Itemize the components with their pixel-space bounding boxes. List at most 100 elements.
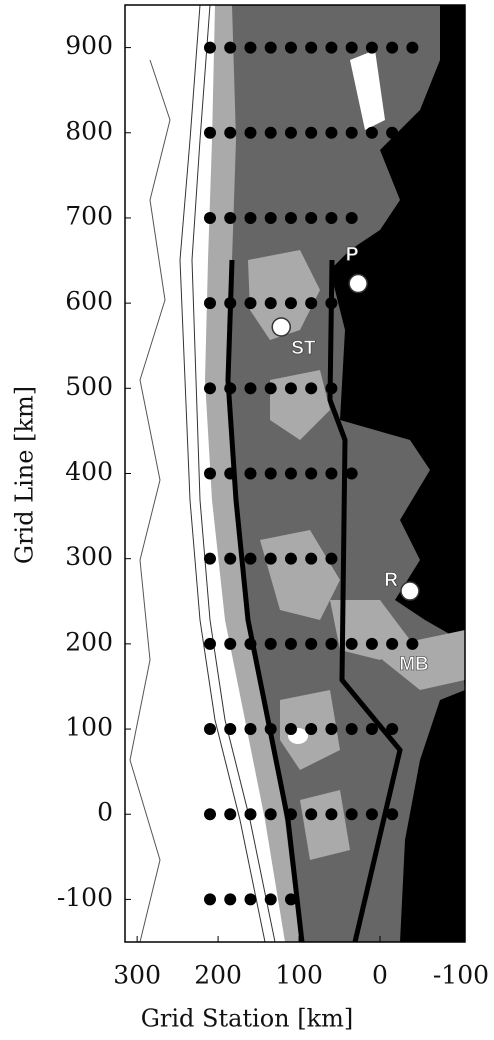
station-dot — [284, 126, 297, 139]
station-dot — [204, 382, 216, 395]
station-dot — [284, 297, 297, 310]
station-dot — [345, 297, 358, 310]
station-dot — [345, 382, 358, 395]
station-dot — [284, 723, 297, 736]
station-dot — [386, 637, 399, 650]
station-dot — [204, 126, 216, 139]
station-dot — [325, 467, 338, 480]
station-dot — [325, 637, 338, 650]
station-dot — [365, 126, 378, 139]
station-dot — [284, 893, 297, 906]
y-tick-label: 100 — [65, 713, 113, 742]
station-dot — [325, 723, 338, 736]
station-dot — [204, 41, 216, 54]
station-dot — [244, 382, 257, 395]
station-dot — [325, 382, 338, 395]
station-dot — [204, 723, 216, 736]
station-dot — [284, 211, 297, 224]
station-dot — [305, 126, 318, 139]
station-dot — [224, 211, 237, 224]
station-dot — [305, 41, 318, 54]
station-dot — [305, 211, 318, 224]
station-dot — [224, 893, 237, 906]
station-dot — [365, 723, 378, 736]
station-dot — [244, 297, 257, 310]
x-tick-label: 200 — [194, 961, 242, 990]
station-dot — [264, 297, 277, 310]
station-dot — [204, 893, 216, 906]
station-dot — [325, 552, 338, 565]
x-tick-label: 0 — [372, 961, 388, 990]
site-marker — [400, 581, 420, 601]
station-dot — [264, 808, 277, 821]
station-dot — [345, 723, 358, 736]
station-dot — [224, 808, 237, 821]
x-tick-label: -100 — [433, 961, 489, 990]
station-dot — [305, 723, 318, 736]
station-dot — [345, 637, 358, 650]
station-dot — [264, 41, 277, 54]
y-tick-label: 500 — [65, 372, 113, 401]
y-tick-label: 700 — [65, 201, 113, 230]
station-dot — [284, 382, 297, 395]
station-dot — [264, 467, 277, 480]
station-dot — [264, 893, 277, 906]
station-dot — [204, 637, 216, 650]
station-dot — [305, 637, 318, 650]
station-dot — [244, 637, 257, 650]
y-tick-label: 800 — [65, 116, 113, 145]
x-tick-label: 300 — [113, 961, 161, 990]
station-dot — [244, 41, 257, 54]
station-dot — [204, 211, 216, 224]
station-dot — [224, 41, 237, 54]
station-dot — [305, 552, 318, 565]
station-dot — [264, 723, 277, 736]
station-dot — [204, 467, 216, 480]
station-dot — [325, 126, 338, 139]
station-dot — [224, 297, 237, 310]
station-dot — [345, 41, 358, 54]
station-dot — [244, 893, 257, 906]
station-dot — [284, 467, 297, 480]
station-dot — [325, 297, 338, 310]
y-tick-label: -100 — [57, 883, 113, 912]
station-dot — [305, 467, 318, 480]
y-axis-title: Grid Line [km] — [11, 386, 39, 564]
annotation: MB — [399, 654, 429, 675]
site-marker — [348, 273, 368, 294]
station-dot — [386, 126, 399, 139]
station-dot — [244, 126, 257, 139]
y-tick-label: 600 — [65, 287, 113, 316]
station-dot — [224, 382, 237, 395]
station-dot — [345, 211, 358, 224]
x-axis-title: Grid Station [km] — [141, 1005, 354, 1033]
site-label: P — [346, 245, 359, 266]
station-dot — [365, 808, 378, 821]
station-dot — [325, 41, 338, 54]
station-dot — [204, 808, 216, 821]
station-dot — [204, 552, 216, 565]
station-dot — [345, 808, 358, 821]
station-dot — [244, 808, 257, 821]
station-dot — [264, 211, 277, 224]
site-label: R — [384, 570, 398, 591]
y-tick-label: 900 — [65, 31, 113, 60]
station-dot — [284, 637, 297, 650]
y-tick-label: 0 — [97, 798, 113, 827]
station-dot — [305, 297, 318, 310]
station-dot — [406, 41, 419, 54]
station-dot — [264, 382, 277, 395]
station-dot — [224, 126, 237, 139]
station-dot — [224, 723, 237, 736]
station-dot — [244, 211, 257, 224]
station-dot — [244, 723, 257, 736]
y-tick-label: 300 — [65, 542, 113, 571]
station-dot — [345, 467, 358, 480]
station-dot — [264, 552, 277, 565]
station-dot — [305, 382, 318, 395]
station-dot — [224, 552, 237, 565]
station-dot — [386, 808, 399, 821]
station-dot — [224, 467, 237, 480]
y-tick-label: 200 — [65, 627, 113, 656]
